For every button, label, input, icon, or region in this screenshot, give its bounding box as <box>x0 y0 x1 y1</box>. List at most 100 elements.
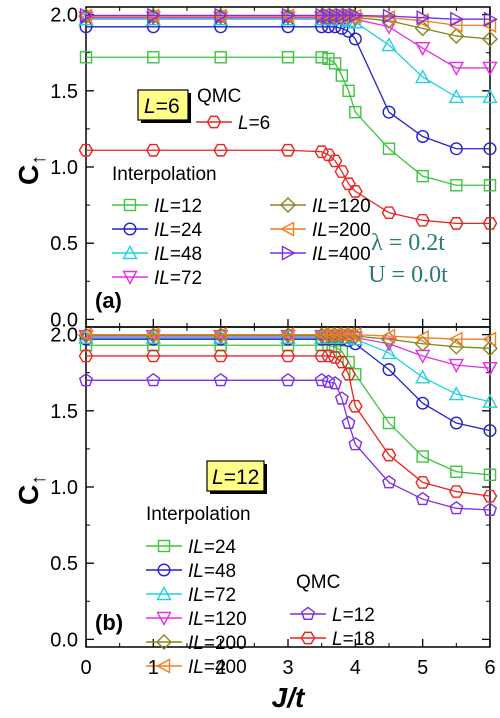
y-tick-label: 0.0 <box>50 629 78 651</box>
point-IL=400 <box>448 331 463 347</box>
point-L=12 <box>482 502 498 516</box>
point-IL=400 <box>322 7 337 24</box>
series-layer <box>78 326 498 516</box>
size-badge <box>206 460 265 492</box>
point-IL=400 <box>482 331 497 347</box>
y-tick-label: 1.5 <box>50 401 78 423</box>
panel-b-chart: 0.0 0.5 1.0 1.5 2.0 C↑ L=12 Interpolation IL=24 I… <box>13 325 498 678</box>
point-IL=24 <box>382 105 396 119</box>
interp-header: Interpolation <box>146 504 251 525</box>
point-IL=48 <box>482 88 498 104</box>
point-L=6 <box>280 143 296 157</box>
y-tick-label: 0.5 <box>50 233 78 255</box>
point-IL=12 <box>322 52 335 66</box>
point-IL=24 <box>449 142 463 156</box>
point-IL=72 <box>482 393 498 408</box>
x-tick-label: 3 <box>282 657 293 679</box>
point-IL=24 <box>281 20 295 34</box>
point-IL=12 <box>328 57 342 70</box>
point-IL=400 <box>483 11 498 27</box>
point-L=12 <box>213 372 228 387</box>
x-tick-label: 0 <box>80 657 91 679</box>
point-IL=12 <box>416 169 429 183</box>
legend-IL=24-marker <box>123 222 137 236</box>
point-IL=24 <box>416 130 430 144</box>
legend-IL=400-marker <box>281 245 296 261</box>
point-IL=48 <box>448 88 465 104</box>
point-L=18 <box>327 351 343 364</box>
point-IL=120 <box>381 337 397 352</box>
legend-IL=200-label: IL=200 <box>312 220 371 241</box>
series-line-IL=120 <box>86 335 491 369</box>
y-axis-title-text: C↑ <box>13 155 50 185</box>
point-L=12 <box>78 372 94 387</box>
point-L=12 <box>341 415 356 429</box>
series-line-L=12 <box>86 379 491 511</box>
point-L=18 <box>482 489 498 503</box>
point-IL=400 <box>382 8 397 24</box>
legend-IL=72-label: IL=72 <box>188 585 236 606</box>
point-IL=400 <box>145 326 160 343</box>
point-L=6 <box>348 185 363 198</box>
y-axis-title: C↑ <box>13 155 50 185</box>
point-L=12 <box>381 475 397 489</box>
point-L=18 <box>280 349 296 363</box>
point-L=18 <box>449 485 464 498</box>
point-IL=24 <box>349 368 362 381</box>
point-IL=400 <box>414 329 429 346</box>
legend-IL=72-marker <box>156 586 172 601</box>
legend-IL=12-label: IL=12 <box>154 196 202 217</box>
point-L=6 <box>334 165 350 178</box>
point-IL=400 <box>280 326 295 343</box>
point-IL=120 <box>482 361 498 377</box>
point-IL=400 <box>381 328 396 344</box>
point-IL=24 <box>450 465 463 478</box>
series-line-IL=72 <box>86 337 491 403</box>
point-L=6 <box>213 143 228 157</box>
param-u: U = 0.0t <box>368 262 448 288</box>
point-L=12 <box>348 436 363 451</box>
size-badge-text: L=6 <box>144 95 180 118</box>
point-IL=400 <box>214 7 229 24</box>
legend-L=18-label: L=18 <box>332 629 375 650</box>
point-IL=12 <box>79 51 93 64</box>
point-L=6 <box>321 148 336 162</box>
point-IL=12 <box>147 51 160 64</box>
point-IL=400 <box>147 7 162 24</box>
legend-L=12-label: L=12 <box>332 605 375 626</box>
point-L=6 <box>482 217 498 230</box>
point-IL=48 <box>483 424 497 438</box>
point-IL=24 <box>342 355 355 369</box>
series-line-L=18 <box>86 355 491 497</box>
point-IL=400 <box>342 7 357 24</box>
panel-label-a: (a) <box>95 288 122 313</box>
point-IL=400 <box>78 326 93 343</box>
y-tick-label: 1.0 <box>50 477 78 499</box>
y-tick-label: 2.0 <box>50 325 78 347</box>
x-tick-label: 2 <box>215 657 226 679</box>
legend-L=12-marker <box>300 606 316 620</box>
point-IL=72 <box>448 61 465 76</box>
point-L=18 <box>348 399 363 413</box>
legend-IL=24-label: IL=24 <box>154 220 203 241</box>
series-layer <box>78 7 498 230</box>
point-IL=24 <box>483 142 497 156</box>
point-IL=72 <box>414 41 431 57</box>
point-L=12 <box>328 376 343 390</box>
point-L=6 <box>381 206 397 220</box>
series-line-IL=24 <box>86 344 491 476</box>
y-tick-label: 0.5 <box>50 553 78 575</box>
legend-IL=48-label: IL=48 <box>154 244 202 265</box>
point-IL=400 <box>340 326 355 343</box>
point-IL=12 <box>342 84 355 98</box>
point-IL=24 <box>321 20 335 34</box>
legend-IL=24-label: IL=24 <box>188 537 237 558</box>
point-L=12 <box>321 374 336 388</box>
y-tick-label: 2.0 <box>50 5 78 27</box>
point-IL=48 <box>414 69 431 84</box>
point-IL=48 <box>381 37 397 52</box>
legend-L=18-marker <box>300 631 316 645</box>
legend-IL=120-marker <box>156 611 172 626</box>
point-L=12 <box>449 500 464 515</box>
